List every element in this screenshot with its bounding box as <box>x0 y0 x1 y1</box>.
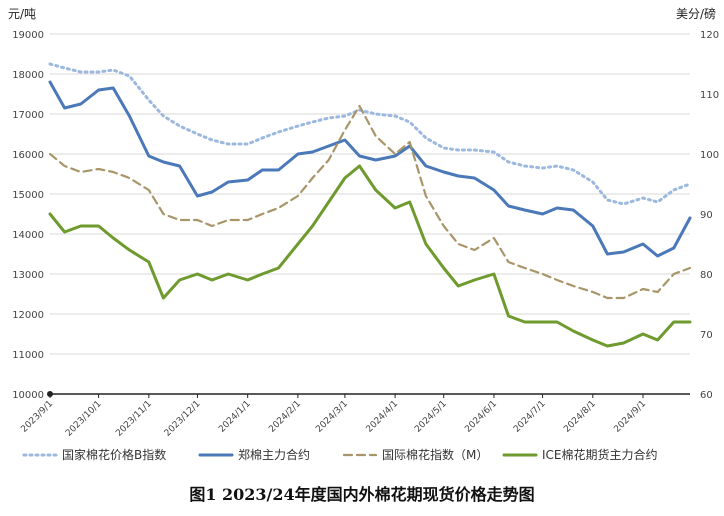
left-tick-label: 17000 <box>12 110 44 121</box>
x-axis-origin-marker <box>47 391 53 397</box>
x-tick-label: 2023/11/1 <box>114 399 154 439</box>
series-group <box>48 62 692 348</box>
gridlines <box>50 33 690 355</box>
right-tick-label: 120 <box>700 30 719 41</box>
right-tick-label: 110 <box>700 90 719 101</box>
right-axis-unit: 美分/磅 <box>676 6 716 21</box>
right-axis-ticks: 60 70 80 90 100 110 120 <box>700 30 719 401</box>
right-tick-label: 90 <box>700 210 713 221</box>
right-tick-label: 60 <box>700 390 713 401</box>
legend: 国家棉花价格B指数 郑棉主力合约 国际棉花指数（M） ICE棉花期货主力合约 <box>22 447 658 462</box>
x-axis-ticks: 2023/9/1 2023/10/1 2023/11/1 2023/12/1 2024/… <box>19 394 648 439</box>
left-tick-label: 12000 <box>12 310 44 321</box>
legend-label: 国家棉花价格B指数 <box>62 447 166 462</box>
x-tick-label: 2023/12/1 <box>163 399 203 439</box>
right-tick-label: 80 <box>700 270 713 281</box>
x-tick-label: 2024/4/1 <box>365 399 401 435</box>
left-tick-label: 10000 <box>12 390 44 401</box>
legend-label: ICE棉花期货主力合约 <box>542 447 658 462</box>
series-line <box>48 62 692 206</box>
right-tick-label: 70 <box>700 330 713 341</box>
series-line <box>48 80 692 258</box>
left-axis-unit: 元/吨 <box>8 7 36 21</box>
x-tick-label: 2024/1/1 <box>217 399 253 435</box>
right-tick-label: 100 <box>700 150 719 161</box>
legend-label: 国际棉花指数（M） <box>382 447 488 462</box>
x-tick-label: 2024/5/1 <box>413 399 449 435</box>
x-tick-label: 2024/7/1 <box>512 399 548 435</box>
left-tick-label: 15000 <box>12 190 44 201</box>
left-tick-label: 14000 <box>12 230 44 241</box>
x-tick-label: 2024/2/1 <box>267 399 303 435</box>
legend-label: 郑棉主力合约 <box>238 447 310 462</box>
x-tick-label: 2023/10/1 <box>64 399 104 439</box>
x-tick-label: 2024/3/1 <box>314 399 350 435</box>
left-tick-label: 16000 <box>12 150 44 161</box>
chart-title: 图1 2023/24年度国内外棉花期现货价格走势图 <box>189 485 534 504</box>
left-tick-label: 13000 <box>12 270 44 281</box>
x-tick-label: 2024/8/1 <box>562 399 598 435</box>
left-axis-ticks: 10000 11000 12000 13000 14000 15000 16000 17000… <box>12 30 44 401</box>
series-line <box>48 164 692 348</box>
x-tick-label: 2024/6/1 <box>463 399 499 435</box>
left-tick-label: 11000 <box>12 350 44 361</box>
series-line <box>48 104 692 300</box>
left-tick-label: 18000 <box>12 70 44 81</box>
x-tick-label: 2024/9/1 <box>612 399 648 435</box>
left-tick-label: 19000 <box>12 30 44 41</box>
x-tick-label: 2023/9/1 <box>19 399 55 435</box>
